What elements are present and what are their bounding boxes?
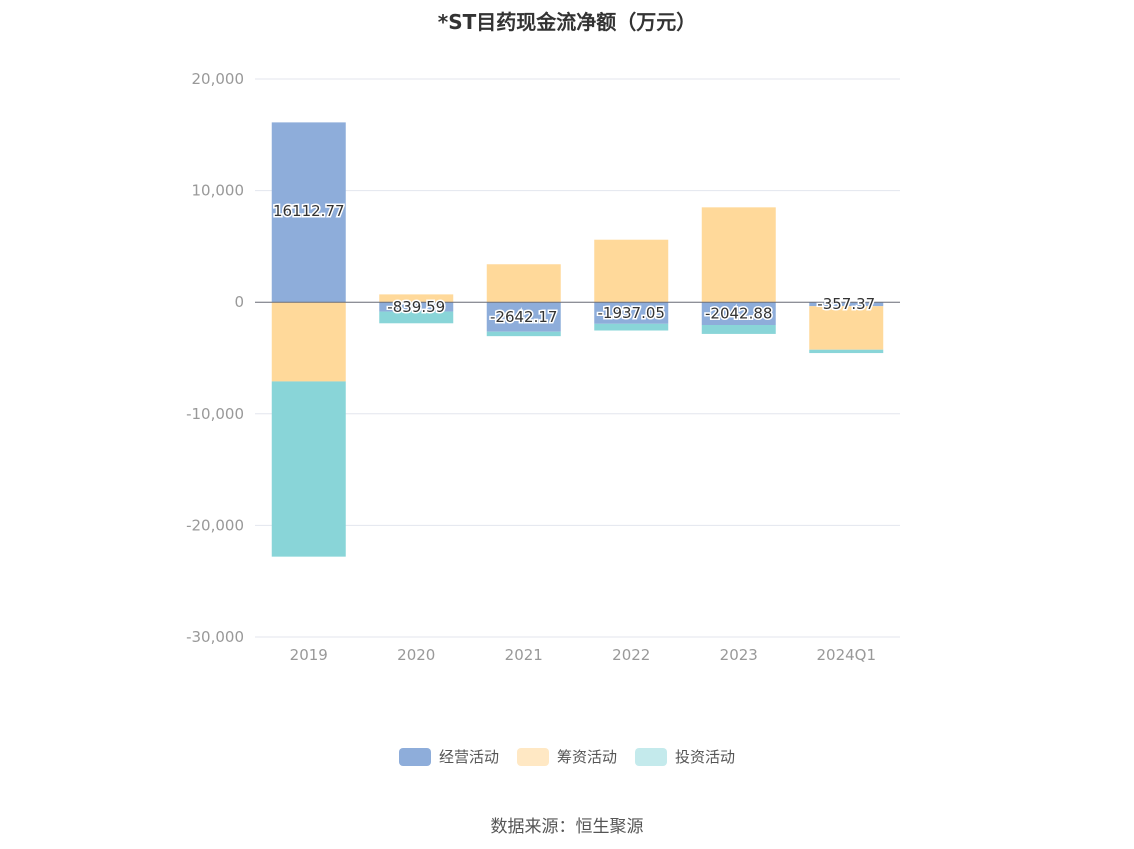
legend-swatch [398, 747, 431, 766]
x-tick-label: 2022 [612, 646, 650, 664]
legend-swatch [516, 747, 549, 766]
data-label: -2042.88 [705, 305, 772, 323]
legend-item[interactable]: 经营活动 [398, 746, 499, 767]
legend-swatch [635, 747, 667, 766]
x-tick-label: 2021 [505, 646, 543, 664]
bar-2021-series-2 [486, 331, 561, 337]
bar-2023-series-0 [701, 302, 776, 325]
bar-2022-series-1 [594, 239, 669, 303]
y-tick-label: -10,000 [186, 405, 244, 423]
y-tick-label: -30,000 [186, 628, 244, 646]
bar-2020-series-1 [379, 294, 454, 303]
bar-2022-series-2 [594, 323, 669, 331]
x-tick-label: 2019 [290, 646, 328, 664]
data-label: -357.37 [817, 295, 875, 313]
data-label: -839.59 [387, 298, 445, 316]
bar-2024Q1-series-0 [809, 302, 884, 307]
y-tick-label: 20,000 [192, 70, 245, 88]
x-tick-label: 2023 [720, 646, 758, 664]
data-label: 16112.77 [273, 202, 345, 220]
bar-2023-series-1 [701, 207, 776, 303]
bar-2020-series-2 [379, 311, 454, 324]
legend-label: 经营活动 [438, 748, 499, 766]
bar-2019-series-2 [271, 381, 346, 557]
chart-title: *ST目药现金流净额（万元） [437, 10, 697, 34]
bar-2021-series-1 [486, 264, 561, 303]
data-label: -1937.05 [598, 304, 665, 322]
bar-2024Q1-series-1 [809, 306, 884, 350]
data-label: -2642.17 [490, 308, 557, 326]
legend-item[interactable]: 筹资活动 [516, 746, 617, 767]
bar-2020-series-0 [379, 302, 454, 312]
bar-2023-series-2 [701, 324, 776, 334]
bar-2024Q1-series-2 [809, 349, 884, 354]
bar-2019-series-1 [271, 302, 346, 382]
legend: 经营活动 筹资活动 投资活动 [0, 746, 1134, 767]
bar-2019-series-0 [271, 122, 346, 303]
legend-label: 投资活动 [675, 748, 736, 766]
y-tick-label: 10,000 [192, 182, 245, 200]
legend-label: 筹资活动 [556, 748, 617, 766]
y-tick-label: -20,000 [186, 516, 244, 534]
y-tick-label: 0 [234, 293, 244, 311]
x-tick-label: 2020 [397, 646, 435, 664]
bar-2022-series-0 [594, 302, 669, 324]
x-tick-label: 2024Q1 [816, 646, 876, 664]
data-source: 数据来源：恒生聚源 [490, 817, 644, 837]
bar-2021-series-0 [486, 302, 561, 332]
legend-item[interactable]: 投资活动 [635, 746, 735, 767]
